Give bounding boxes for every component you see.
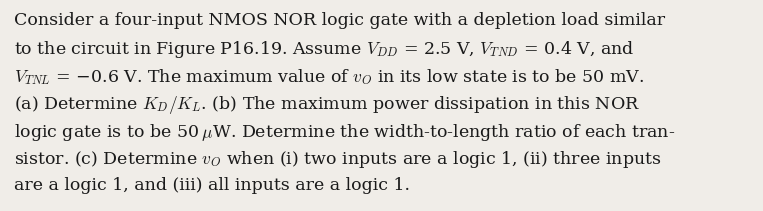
Text: Consider a four-input NMOS NOR logic gate with a depletion load similar: Consider a four-input NMOS NOR logic gat… bbox=[14, 12, 665, 29]
Text: $V_{TNL}$ = −0.6 V. The maximum value of $v_O$ in its low state is to be 50 mV.: $V_{TNL}$ = −0.6 V. The maximum value of… bbox=[14, 67, 644, 87]
Text: are a logic 1, and (iii) all inputs are a logic 1.: are a logic 1, and (iii) all inputs are … bbox=[14, 177, 410, 194]
Text: logic gate is to be 50 $\mu$W. Determine the width-to-length ratio of each tran-: logic gate is to be 50 $\mu$W. Determine… bbox=[14, 122, 675, 143]
Text: sistor. (c) Determine $v_O$ when (i) two inputs are a logic 1, (ii) three inputs: sistor. (c) Determine $v_O$ when (i) two… bbox=[14, 150, 662, 170]
Text: (a) Determine $K_D/K_L$. (b) The maximum power dissipation in this NOR: (a) Determine $K_D/K_L$. (b) The maximum… bbox=[14, 95, 640, 116]
Text: to the circuit in Figure P16.19. Assume $V_{DD}$ = 2.5 V, $V_{TND}$ = 0.4 V, and: to the circuit in Figure P16.19. Assume … bbox=[14, 39, 635, 61]
